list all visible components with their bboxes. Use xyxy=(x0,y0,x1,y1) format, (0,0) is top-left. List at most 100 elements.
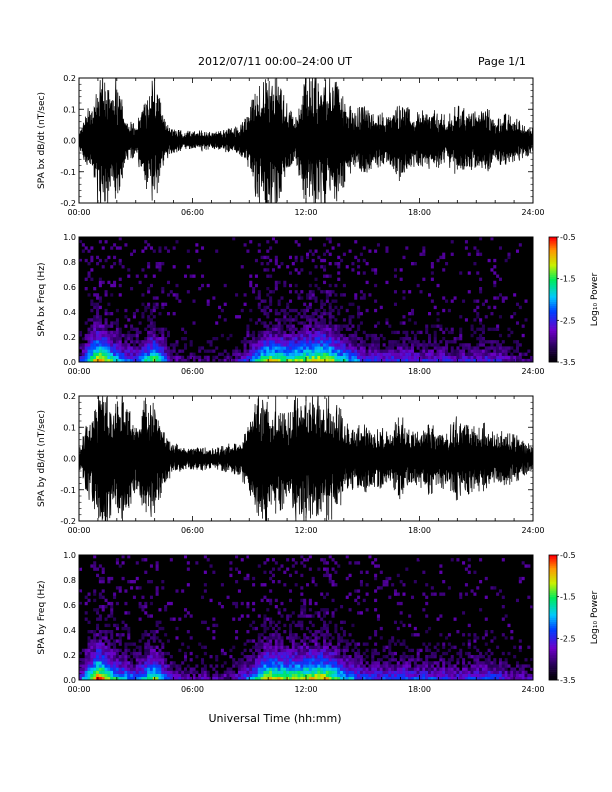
spectrogram-cell xyxy=(498,589,502,593)
spectrogram-cell xyxy=(90,258,94,263)
spectrogram-cell xyxy=(308,305,312,310)
spectrogram-cell xyxy=(107,349,111,353)
spectrogram-cell xyxy=(249,664,253,668)
spectrogram-cell xyxy=(513,358,517,363)
spectrogram-cell xyxy=(493,327,497,331)
spectrogram-cell xyxy=(87,655,91,659)
spectrogram-cell xyxy=(240,676,244,681)
colorbar-segment xyxy=(549,644,557,647)
spectrogram-cell xyxy=(87,333,91,338)
spectrogram-cell xyxy=(269,651,273,656)
spectrogram-cell xyxy=(303,608,307,612)
spectrogram-cell xyxy=(101,630,105,634)
spectrogram-cell xyxy=(314,321,318,325)
spectrogram-cell xyxy=(223,349,227,353)
spectrogram-cell xyxy=(297,623,301,628)
spectrogram-cell xyxy=(280,673,284,678)
colorbar-segment xyxy=(549,345,557,348)
spectrogram-cell xyxy=(164,352,168,356)
spectrogram-cell xyxy=(183,658,188,662)
spectrogram-cell xyxy=(178,355,182,360)
spectrogram-cell xyxy=(87,293,91,297)
spectrogram-cell xyxy=(439,614,443,618)
spectrogram-cell xyxy=(410,676,415,681)
spectrogram-cell xyxy=(425,349,429,353)
spectrogram-cell xyxy=(110,608,114,612)
spectrogram-cell xyxy=(215,321,219,325)
spectrogram-cell xyxy=(206,626,210,631)
spectrogram-cell xyxy=(328,573,332,578)
spectrogram-cell xyxy=(385,280,389,285)
spectrogram-cell xyxy=(391,583,395,587)
spectrogram-cell xyxy=(337,564,341,568)
spectrogram-cell xyxy=(158,343,162,347)
spectrogram-cell xyxy=(464,676,468,681)
spectrogram-cell xyxy=(425,595,429,599)
spectrogram-cell xyxy=(186,630,190,634)
spectrogram-cell xyxy=(410,658,415,662)
spectrogram-cell xyxy=(481,302,485,306)
spectrogram-cell xyxy=(87,343,91,347)
spectrogram-cell xyxy=(328,670,332,674)
spectrogram-cell xyxy=(359,676,363,681)
spectrogram-cell xyxy=(351,337,355,341)
spectrogram-cell xyxy=(314,358,318,363)
spectrogram-cell xyxy=(110,337,114,341)
spectrogram-cell xyxy=(510,630,514,634)
spectrogram-cell xyxy=(243,648,247,653)
spectrogram-cell xyxy=(274,324,278,328)
spectrogram-cell xyxy=(243,346,247,350)
spectrogram-cell xyxy=(348,249,352,253)
spectrogram-cell xyxy=(357,358,361,363)
spectrogram-cell xyxy=(195,249,199,253)
spectrogram-cell xyxy=(254,626,258,631)
spectrogram-cell xyxy=(447,633,451,637)
spectrogram-cell xyxy=(158,265,162,269)
spectrogram-cell xyxy=(127,318,131,322)
spectrogram-cell xyxy=(98,636,102,640)
spectrogram-cell xyxy=(288,651,293,656)
spectrogram-cell xyxy=(164,676,168,681)
spectrogram-cell xyxy=(84,667,88,671)
spectrogram-cell xyxy=(135,586,139,590)
spectrogram-cell xyxy=(271,664,275,668)
spectrogram-cell xyxy=(433,358,437,363)
spectrogram-cell xyxy=(101,636,105,640)
spectrogram-cell xyxy=(359,655,363,659)
spectrogram-cell xyxy=(297,642,301,646)
spectrogram-cell xyxy=(334,283,338,288)
spectrogram-cell xyxy=(459,343,463,347)
spectrogram-cell xyxy=(144,630,148,634)
colorbar-segment xyxy=(549,316,557,319)
spectrogram-cell xyxy=(484,299,488,303)
spectrogram-cell xyxy=(130,352,134,356)
spectrogram-cell xyxy=(277,302,281,306)
spectrogram-cell xyxy=(524,658,528,662)
spectrogram-cell xyxy=(481,352,485,356)
spectrogram-cell xyxy=(359,658,363,662)
spectrogram-cell xyxy=(158,655,162,659)
spectrogram-cell xyxy=(385,667,389,671)
spectrogram-cell xyxy=(277,645,281,649)
spectrogram-cell xyxy=(266,673,270,678)
spectrogram-cell xyxy=(237,676,241,681)
spectrogram-cell xyxy=(306,645,310,649)
spectrogram-cell xyxy=(345,667,349,671)
spectrogram-cell xyxy=(496,355,500,360)
spectrogram-cell xyxy=(254,296,258,300)
spectrogram-cell xyxy=(286,358,290,363)
spectrogram-cell xyxy=(337,324,341,328)
spectrogram-cell xyxy=(141,633,145,637)
spectrogram-cell xyxy=(124,673,128,678)
spectrogram-cell xyxy=(297,655,301,659)
spectrogram-cell xyxy=(291,620,295,624)
spectrogram-cell xyxy=(470,352,474,356)
spectrogram-cell xyxy=(317,658,321,662)
spectrogram-cell xyxy=(340,343,344,347)
spectrogram-cell xyxy=(115,586,119,590)
spectrogram-cell xyxy=(422,670,426,674)
spectrogram-cell xyxy=(376,346,380,350)
spectrogram-cell xyxy=(413,355,417,360)
spectrogram-cell xyxy=(107,352,111,356)
spectrogram-cell xyxy=(354,352,358,356)
